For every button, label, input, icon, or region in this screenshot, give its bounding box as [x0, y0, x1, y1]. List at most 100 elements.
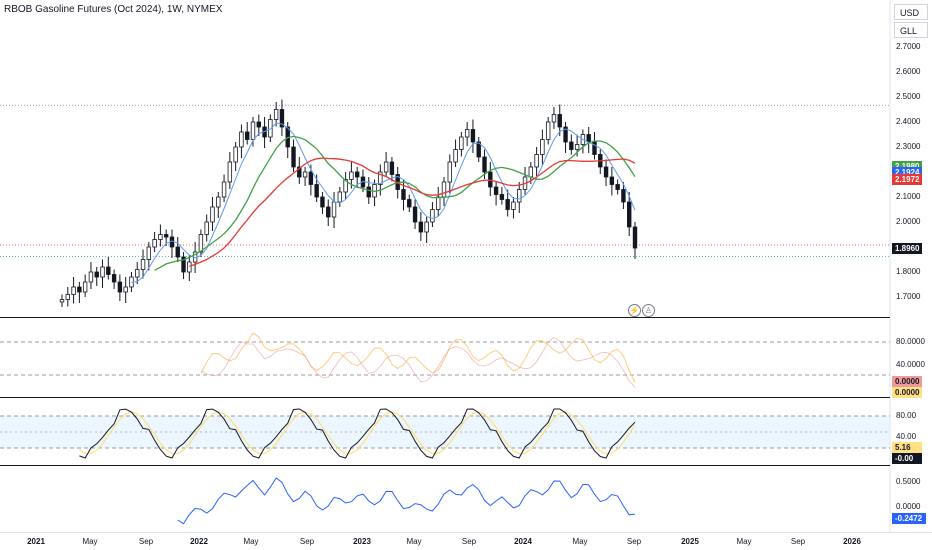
price-axis-label: 2.5000	[896, 92, 921, 101]
candle-body	[221, 181, 227, 198]
last-price-tag: 1.8960	[892, 242, 922, 254]
candle-body	[158, 234, 163, 240]
candle-body	[464, 129, 470, 138]
candle-body	[493, 186, 499, 195]
rsi-pane	[0, 332, 890, 388]
candle-body	[505, 199, 510, 210]
candle-body	[378, 171, 383, 185]
time-axis-label: 2026	[843, 537, 861, 546]
stoch-k-line	[79, 408, 636, 459]
candle-body	[354, 171, 360, 178]
candle-body	[181, 256, 186, 273]
candle-body	[187, 261, 192, 273]
time-axis-label: 2022	[190, 537, 208, 546]
candle-body	[430, 209, 435, 223]
rsi-signal-line	[200, 336, 636, 388]
candle-body	[366, 186, 371, 198]
candle-body	[574, 144, 580, 150]
candle-body	[308, 171, 314, 185]
oscillator-line	[177, 477, 636, 525]
candle-body	[175, 246, 180, 258]
time-axis-label: 2025	[681, 537, 699, 546]
candle-body	[71, 286, 76, 295]
candle-body	[476, 141, 481, 158]
stoch-k-tag: -0.00	[892, 453, 922, 464]
time-axis-label: Sep	[299, 537, 315, 546]
rsi-line	[200, 332, 636, 383]
osc-level-0: 0.0000	[896, 502, 921, 511]
time-axis-label: 2021	[27, 537, 45, 546]
candle-body	[256, 121, 261, 128]
candle-body	[453, 149, 458, 163]
lightning-icon[interactable]: ⚡	[628, 304, 641, 317]
currency-button[interactable]: USD	[894, 4, 928, 20]
candle-body	[204, 221, 209, 235]
candle-body	[250, 121, 256, 140]
candle-body	[210, 206, 215, 223]
time-axis-label: Sep	[461, 537, 477, 546]
candle-body	[106, 266, 111, 275]
time-axis-label: May	[572, 537, 588, 546]
price-axis-label: 1.7000	[896, 292, 921, 301]
time-axis-label: Sep	[790, 537, 806, 546]
time-axis-label: May	[406, 537, 422, 546]
time-axis-label: May	[82, 537, 98, 546]
candle-body	[482, 156, 487, 173]
time-axis-label: Sep	[626, 537, 642, 546]
candle-body	[407, 199, 412, 208]
candle-body	[146, 246, 152, 260]
candle-body	[117, 281, 123, 293]
stoch-level-40: 40.00	[896, 432, 917, 441]
candle-body	[540, 139, 545, 155]
candle-body	[279, 109, 285, 128]
unit-button[interactable]: GLL	[894, 22, 928, 38]
price-axis-label: 2.4000	[896, 117, 921, 126]
earnings-icon[interactable]: ♙	[642, 304, 655, 317]
candle-body	[563, 126, 568, 143]
rsi-level-80: 80.0000	[896, 337, 925, 346]
price-axis-label: 2.6000	[896, 67, 921, 76]
candle-body	[77, 286, 82, 293]
time-axis-label: May	[736, 537, 752, 546]
candle-body	[198, 234, 204, 253]
time-axis-label: Sep	[138, 537, 154, 546]
price-pane	[0, 99, 890, 307]
candle-body	[268, 119, 273, 138]
candle-body	[140, 259, 146, 270]
stoch-level-80: 80.00	[896, 411, 917, 420]
candle-body	[557, 114, 562, 128]
candle-body	[586, 134, 591, 143]
candle-body	[436, 196, 441, 210]
osc-pane	[177, 477, 636, 525]
candle-body	[517, 189, 522, 203]
candle-body	[163, 234, 169, 238]
candle-body	[528, 166, 534, 178]
candle-body	[459, 136, 464, 150]
candle-body	[609, 176, 615, 185]
candle-body	[343, 179, 348, 193]
candle-body	[627, 201, 632, 228]
candle-body	[331, 201, 337, 218]
candle-body	[592, 141, 597, 155]
candle-body	[383, 161, 389, 173]
candle-body	[302, 171, 308, 178]
price-axis-label: 1.8000	[896, 267, 921, 276]
candle-body	[65, 294, 70, 300]
ma-red-price-tag: 2.1972	[892, 173, 922, 185]
candle-body	[621, 189, 626, 203]
candle-body	[349, 171, 354, 180]
time-axis-label: 2023	[353, 537, 371, 546]
candle-body	[418, 221, 424, 233]
candle-body	[615, 184, 620, 190]
candle-body	[111, 274, 117, 283]
candle-body	[488, 171, 493, 188]
candle-body	[273, 109, 279, 120]
price-axis-label: 2.1000	[896, 192, 921, 201]
candle-body	[59, 299, 65, 303]
chart-title: RBOB Gasoline Futures (Oct 2024), 1W, NY…	[4, 4, 223, 15]
candle-body	[100, 266, 105, 278]
candle-body	[401, 189, 406, 200]
ma-blue-line	[131, 122, 636, 283]
candle-body	[314, 184, 319, 198]
